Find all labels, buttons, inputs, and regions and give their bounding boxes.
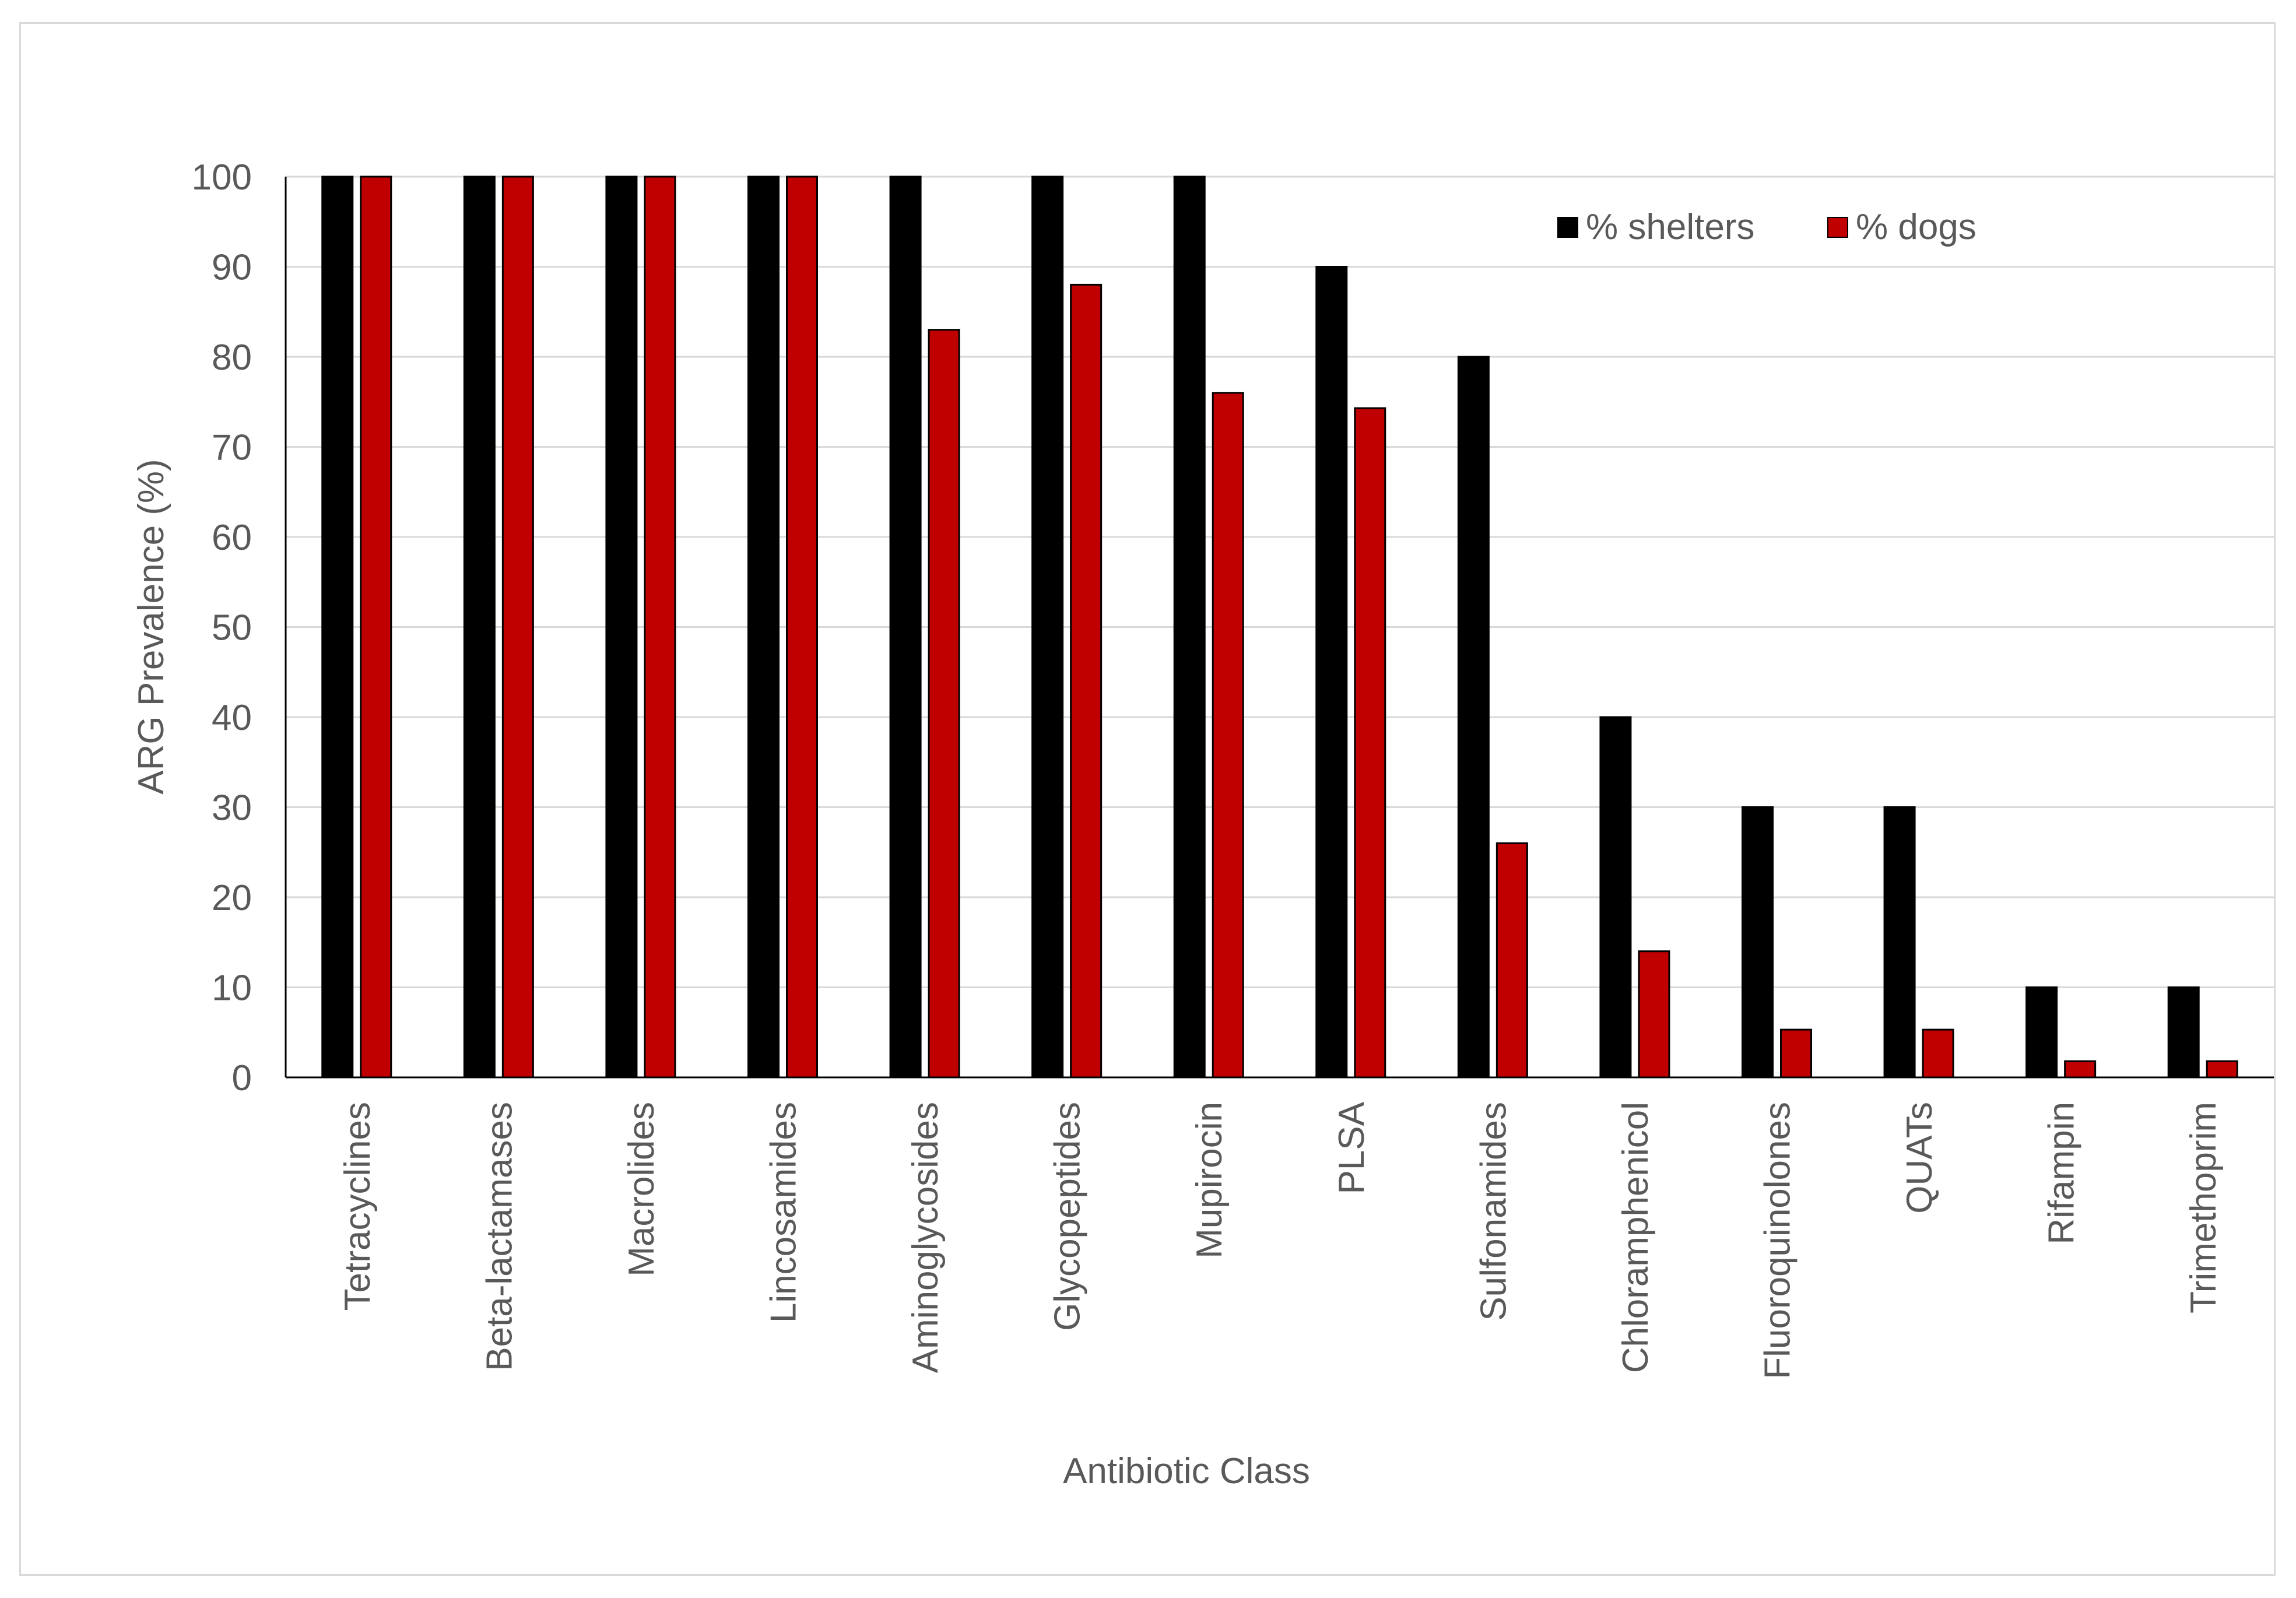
bar-dogs-0	[360, 175, 392, 1079]
legend-swatch-shelters	[1557, 217, 1578, 238]
bar-dogs-11	[1922, 1028, 1954, 1079]
x-tick-label: Trimethoprim	[2183, 1102, 2224, 1313]
bar-shelters-2	[605, 175, 638, 1079]
bar-shelters-0	[321, 175, 354, 1079]
gridlines	[286, 175, 2274, 988]
chart-frame	[19, 22, 2276, 1576]
y-tick-label: 10	[212, 968, 252, 1009]
bar-dogs-3	[786, 175, 818, 1079]
x-tick-label: QUATs	[1900, 1102, 1940, 1214]
x-tick-label: Tetracyclines	[338, 1102, 378, 1311]
y-tick-label: 60	[212, 518, 252, 558]
bar-shelters-5	[1031, 175, 1064, 1079]
y-tick-label: 80	[212, 338, 252, 378]
bar-dogs-13	[2206, 1060, 2238, 1079]
bar-dogs-5	[1070, 283, 1103, 1079]
x-tick-labels: Tetracyclines Beta-lactamases Macrolides Li…	[338, 1101, 2224, 1379]
x-tick-label: Fluoroquinolones	[1758, 1102, 1798, 1379]
x-tick-label: Mupirocin	[1189, 1102, 1230, 1259]
x-tick-label: Sulfonamides	[1473, 1102, 1514, 1321]
x-tick-label: Chloramphenicol	[1616, 1102, 1656, 1373]
y-tick-label: 40	[212, 698, 252, 738]
bar-shelters-6	[1173, 175, 1206, 1079]
bar-shelters-1	[463, 175, 496, 1079]
y-tick-labels: 0 10 20 30 40 50 60 70 80 90 100	[192, 157, 252, 1098]
bar-dogs-9	[1638, 950, 1670, 1079]
bar-dogs-6	[1212, 392, 1244, 1079]
bar-shelters-11	[1883, 806, 1916, 1079]
y-tick-label: 70	[212, 428, 252, 468]
bar-dogs-2	[644, 175, 676, 1079]
bar-shelters-13	[2167, 986, 2200, 1079]
x-tick-label: Macrolides	[622, 1102, 662, 1277]
x-tick-label: Aminoglycosides	[905, 1102, 946, 1373]
bar-dogs-1	[501, 175, 534, 1079]
bar-dogs-12	[2064, 1060, 2097, 1079]
y-tick-label: 100	[192, 157, 252, 198]
x-axis-label: Antibiotic Class	[1063, 1451, 1310, 1491]
x-tick-label: Lincosamides	[764, 1102, 804, 1323]
bar-dogs-8	[1495, 842, 1528, 1079]
x-tick-label: PLSA	[1332, 1101, 1372, 1194]
bar-dogs-4	[928, 329, 960, 1079]
legend-label-dogs: % dogs	[1856, 207, 1976, 247]
bar-shelters-4	[889, 175, 922, 1079]
y-tick-label: 20	[212, 878, 252, 918]
bar-shelters-8	[1457, 356, 1490, 1079]
y-axis-label: ARG Prevalence (%)	[131, 459, 171, 794]
legend-label-shelters: % shelters	[1586, 207, 1754, 247]
y-tick-label: 50	[212, 608, 252, 648]
bar-shelters-10	[1742, 806, 1774, 1079]
bar-shelters-7	[1315, 266, 1348, 1079]
legend: % shelters % dogs	[1557, 207, 1976, 247]
bar-dogs-10	[1780, 1028, 1812, 1079]
x-tick-label: Beta-lactamases	[479, 1102, 519, 1371]
x-tick-label: Rifampin	[2042, 1102, 2082, 1245]
axes	[285, 177, 2274, 1079]
y-tick-label: 0	[232, 1058, 252, 1098]
x-tick-label: Glycopeptides	[1048, 1102, 1088, 1331]
legend-swatch-dogs	[1827, 217, 1848, 238]
bar-shelters-3	[747, 175, 780, 1079]
y-tick-label: 90	[212, 248, 252, 288]
bar-shelters-9	[1599, 716, 1632, 1079]
bar-shelters-12	[2025, 986, 2058, 1079]
y-tick-label: 30	[212, 788, 252, 828]
bar-dogs-7	[1354, 407, 1386, 1079]
